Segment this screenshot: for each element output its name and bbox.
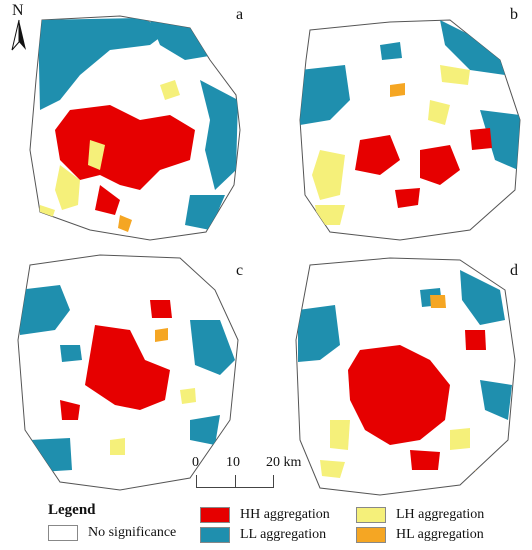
- legend-item-hh: HH aggregation: [200, 506, 330, 524]
- scale-tick-20: 20 km: [266, 455, 302, 470]
- scale-bar: 0 10 20 km: [188, 455, 328, 500]
- panel-letter-a: a: [236, 6, 244, 23]
- legend-label-lh: LH aggregation: [396, 507, 485, 522]
- legend-item-no-significance: No significance: [48, 524, 176, 542]
- legend-label-ll: LL aggregation: [240, 527, 327, 542]
- legend-title: Legend: [48, 502, 96, 518]
- legend-swatch-hh: [200, 507, 230, 523]
- legend: Legend No significance HH aggregation LL…: [0, 500, 532, 550]
- map-panel-a: [29, 15, 241, 241]
- panel-letter-c: c: [236, 262, 244, 279]
- legend-item-hl: HL aggregation: [356, 526, 484, 544]
- scale-bar-line: [196, 475, 274, 488]
- legend-label-no-significance: No significance: [88, 525, 177, 540]
- north-arrow-icon: [11, 19, 26, 51]
- legend-item-ll: LL aggregation: [200, 526, 326, 544]
- map-panel-c: [17, 254, 239, 491]
- scale-tick-10: 10: [226, 455, 240, 470]
- map-panel-d: [295, 257, 516, 496]
- legend-swatch-ll: [200, 527, 230, 543]
- panel-letter-b: b: [510, 6, 518, 23]
- maps-canvas: [17, 15, 521, 496]
- north-label: N: [12, 2, 24, 19]
- legend-label-hh: HH aggregation: [240, 507, 330, 522]
- legend-swatch-lh: [356, 507, 386, 523]
- scale-tick-0: 0: [192, 455, 199, 470]
- legend-swatch-no-significance: [48, 525, 78, 541]
- legend-item-lh: LH aggregation: [356, 506, 484, 524]
- map-panel-b: [299, 19, 521, 241]
- panel-letter-d: d: [510, 262, 518, 279]
- legend-swatch-hl: [356, 527, 386, 543]
- legend-label-hl: HL aggregation: [396, 527, 484, 542]
